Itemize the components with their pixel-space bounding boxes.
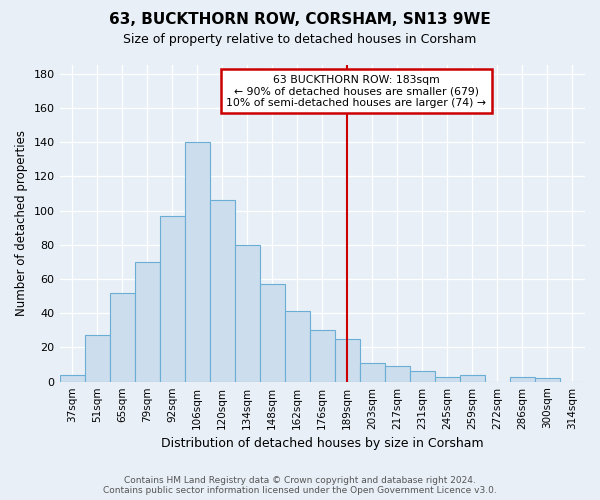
Bar (310, 330, 335, 382)
X-axis label: Distribution of detached houses by size in Corsham: Distribution of detached houses by size … (161, 437, 484, 450)
Bar (160, 216, 185, 382)
Bar (85, 336, 110, 382)
Bar (410, 372, 435, 382)
Bar (460, 375, 485, 382)
Y-axis label: Number of detached properties: Number of detached properties (15, 130, 28, 316)
Bar (134, 262, 160, 382)
Bar (335, 339, 360, 382)
Bar (510, 376, 535, 382)
Bar (235, 244, 260, 382)
Bar (385, 366, 410, 382)
Bar (535, 378, 560, 382)
Text: 63, BUCKTHORN ROW, CORSHAM, SN13 9WE: 63, BUCKTHORN ROW, CORSHAM, SN13 9WE (109, 12, 491, 28)
Bar (260, 284, 285, 382)
Bar (59, 375, 85, 382)
Text: 63 BUCKTHORN ROW: 183sqm
← 90% of detached houses are smaller (679)
10% of semi-: 63 BUCKTHORN ROW: 183sqm ← 90% of detach… (226, 74, 487, 108)
Bar (209, 200, 235, 382)
Text: Size of property relative to detached houses in Corsham: Size of property relative to detached ho… (124, 32, 476, 46)
Bar (435, 376, 460, 382)
Bar (110, 292, 134, 382)
Text: Contains HM Land Registry data © Crown copyright and database right 2024.
Contai: Contains HM Land Registry data © Crown c… (103, 476, 497, 495)
Bar (285, 312, 310, 382)
Bar (360, 363, 385, 382)
Bar (185, 142, 209, 382)
